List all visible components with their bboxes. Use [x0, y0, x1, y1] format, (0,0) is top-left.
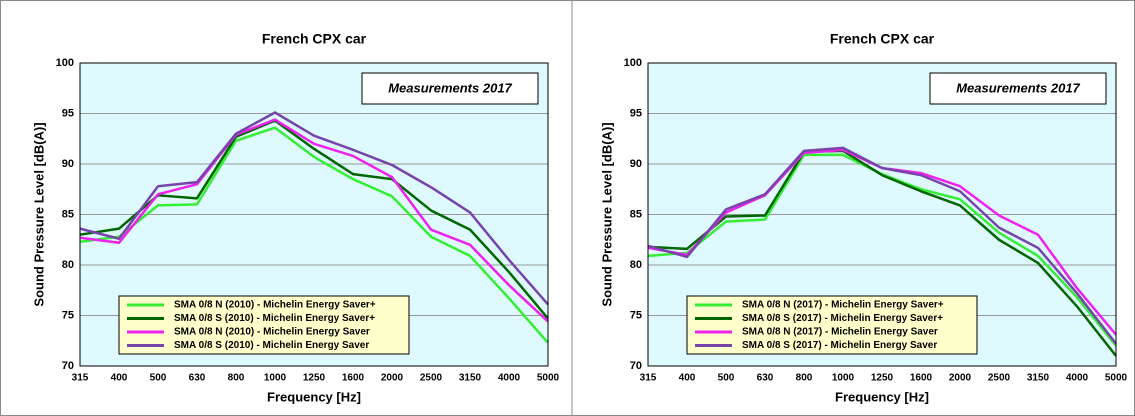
x-tick-label: 500: [718, 373, 735, 384]
x-tick-label: 630: [189, 373, 206, 384]
x-tick-label: 400: [111, 373, 128, 384]
series-line: [79, 126, 549, 344]
annotation: Measurements 2017: [956, 80, 1080, 95]
x-tick-label: 1000: [264, 373, 287, 384]
y-tick-label: 70: [62, 360, 74, 372]
x-tick-label: 4000: [498, 373, 521, 384]
series-line: [79, 118, 549, 323]
annotation: Measurements 2017: [388, 80, 512, 95]
x-tick-label: 630: [757, 373, 774, 384]
y-tick-label: 85: [62, 208, 74, 220]
x-tick-label: 2000: [949, 373, 972, 384]
chart-title: French CPX car: [830, 31, 935, 47]
legend-label: SMA 0/8 N (2010) - Michelin Energy Saver: [174, 327, 370, 338]
legend-box: [118, 295, 410, 355]
x-axis-label: Frequency [Hz]: [835, 389, 929, 404]
legend-label: SMA 0/8 N (2017) - Michelin Energy Saver: [742, 327, 938, 338]
x-tick-label: 400: [679, 373, 696, 384]
y-tick-label: 75: [630, 309, 642, 321]
y-tick-label: 100: [624, 57, 642, 69]
legend-box: [686, 295, 978, 355]
x-tick-label: 2500: [420, 373, 443, 384]
legend-label: SMA 0/8 N (2017) - Michelin Energy Saver…: [742, 300, 944, 311]
x-tick-label: 1600: [910, 373, 933, 384]
x-tick-label: 315: [640, 373, 657, 384]
y-tick-label: 90: [62, 158, 74, 170]
x-tick-label: 1000: [832, 373, 855, 384]
chart-title: French CPX car: [262, 31, 367, 47]
legend-label: SMA 0/8 S (2010) - Michelin Energy Saver: [174, 340, 369, 351]
x-axis-label: Frequency [Hz]: [267, 389, 361, 404]
y-tick-label: 75: [62, 309, 74, 321]
x-tick-label: 500: [150, 373, 167, 384]
plot-border: [79, 62, 549, 367]
y-tick-label: 70: [630, 360, 642, 372]
y-axis-label: Sound Pressure Level [dB(A)]: [31, 122, 46, 306]
x-tick-label: 1600: [342, 373, 365, 384]
annotation-box: [361, 72, 539, 105]
x-tick-label: 1250: [303, 373, 326, 384]
x-tick-label: 3150: [459, 373, 482, 384]
x-tick-label: 3150: [1027, 373, 1050, 384]
y-tick-label: 95: [630, 107, 642, 119]
x-tick-label: 4000: [1066, 373, 1089, 384]
series-line: [647, 146, 1117, 345]
x-tick-label: 5000: [537, 373, 560, 384]
y-tick-label: 90: [630, 158, 642, 170]
y-tick-label: 100: [56, 57, 74, 69]
y-axis-label: Sound Pressure Level [dB(A)]: [599, 122, 614, 306]
y-tick-label: 95: [62, 107, 74, 119]
x-tick-label: 800: [228, 373, 245, 384]
x-tick-label: 1250: [871, 373, 894, 384]
x-tick-label: 315: [72, 373, 89, 384]
legend-label: SMA 0/8 S (2017) - Michelin Energy Saver…: [742, 313, 943, 324]
legend-label: SMA 0/8 S (2017) - Michelin Energy Saver: [742, 340, 937, 351]
legend-label: SMA 0/8 S (2010) - Michelin Energy Saver…: [174, 313, 375, 324]
x-tick-label: 2500: [988, 373, 1011, 384]
series-line: [79, 111, 549, 306]
series-line: [647, 149, 1117, 357]
legend-label: SMA 0/8 N (2010) - Michelin Energy Saver…: [174, 300, 376, 311]
x-tick-label: 5000: [1105, 373, 1128, 384]
plot-border: [647, 62, 1117, 367]
y-tick-label: 80: [630, 259, 642, 271]
annotation-box: [929, 72, 1107, 105]
y-tick-label: 85: [630, 208, 642, 220]
x-tick-label: 800: [796, 373, 813, 384]
x-tick-label: 2000: [381, 373, 404, 384]
y-tick-label: 80: [62, 259, 74, 271]
